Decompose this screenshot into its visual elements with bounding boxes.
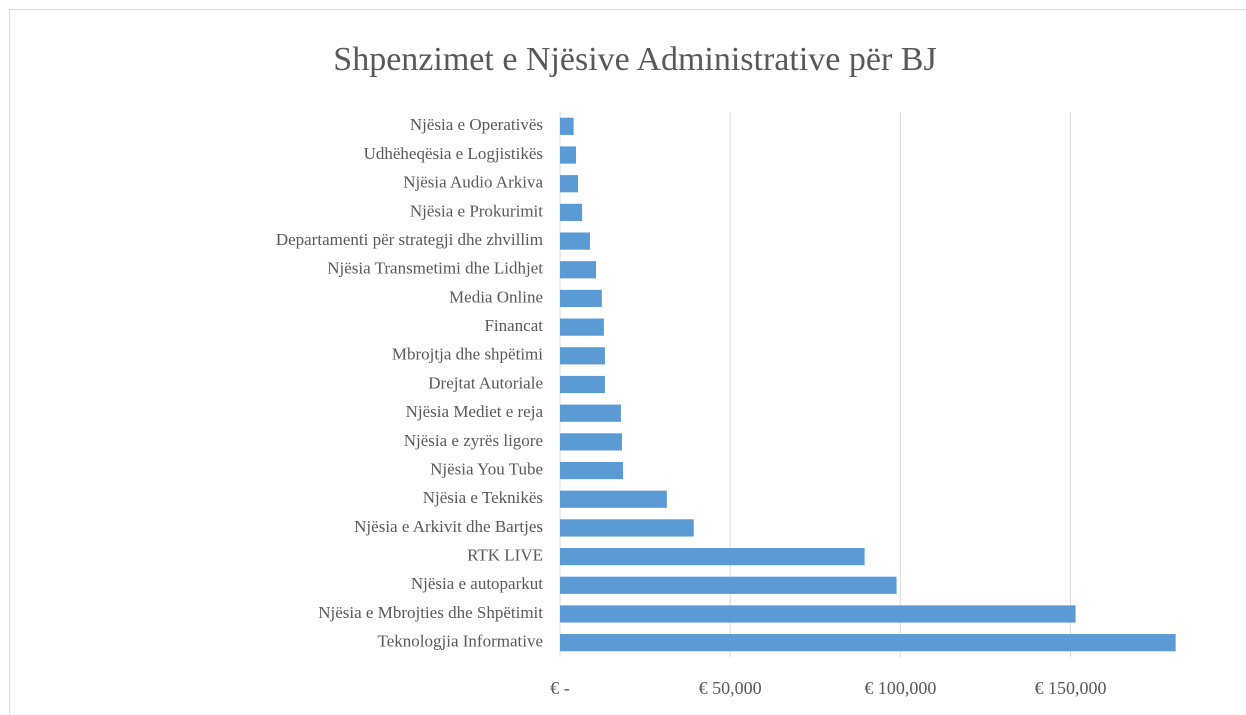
y-tick-label: Njësia e Prokurimit (410, 201, 543, 220)
y-tick-label: Teknologjia Informative (378, 632, 543, 651)
x-tick-label: € - (550, 678, 570, 698)
y-tick-label: Njësia e autoparkut (411, 574, 543, 593)
bar (560, 347, 605, 365)
bar (560, 519, 694, 537)
y-tick-label: Udhëheqësia e Logjistikës (364, 144, 543, 163)
bar (560, 375, 605, 394)
bar (560, 576, 897, 594)
y-tick-label: Njësia You Tube (430, 459, 543, 478)
bar (560, 461, 623, 480)
y-tick-label: Njësia e Arkivit dhe Bartjes (354, 517, 543, 536)
x-tick-label: € 50,000 (699, 678, 762, 698)
bar (560, 117, 574, 135)
bar (560, 232, 590, 250)
y-tick-label: Departamenti për strategji dhe zhvillim (276, 230, 543, 249)
bar (560, 490, 667, 508)
chart-title: Shpenzimet e Njësive Administrative për … (333, 41, 936, 78)
bar (560, 261, 597, 279)
bar (560, 203, 583, 221)
y-tick-label: RTK LIVE (467, 546, 543, 565)
y-tick-label: Njësia Transmetimi dhe Lidhjet (327, 259, 543, 278)
y-tick-label: Njësia e zyrës ligore (404, 431, 543, 450)
y-tick-label: Mbrojtja dhe shpëtimi (392, 345, 543, 364)
bar (560, 175, 579, 193)
y-tick-label: Njësia Audio Arkiva (403, 173, 543, 192)
bar (560, 433, 622, 451)
bar (560, 146, 576, 164)
y-tick-label: Njësia e Mbrojties dhe Shpëtimit (318, 603, 543, 622)
y-tick-label: Njësia e Teknikës (423, 488, 543, 507)
y-tick-label: Financat (484, 316, 543, 335)
chart-border (9, 9, 1246, 715)
bar (560, 634, 1176, 652)
y-tick-label: Njësia Mediet e reja (406, 402, 544, 421)
bar (560, 548, 865, 566)
y-tick-label: Media Online (449, 287, 543, 306)
y-tick-label: Drejtat Autoriale (428, 373, 543, 392)
bar (560, 318, 604, 336)
y-tick-label: Njësia e Operativës (410, 115, 543, 134)
x-tick-label: € 150,000 (1034, 678, 1106, 698)
x-tick-label: € 100,000 (864, 678, 936, 698)
bar (560, 404, 621, 422)
bar (560, 605, 1076, 623)
bar (560, 289, 602, 308)
